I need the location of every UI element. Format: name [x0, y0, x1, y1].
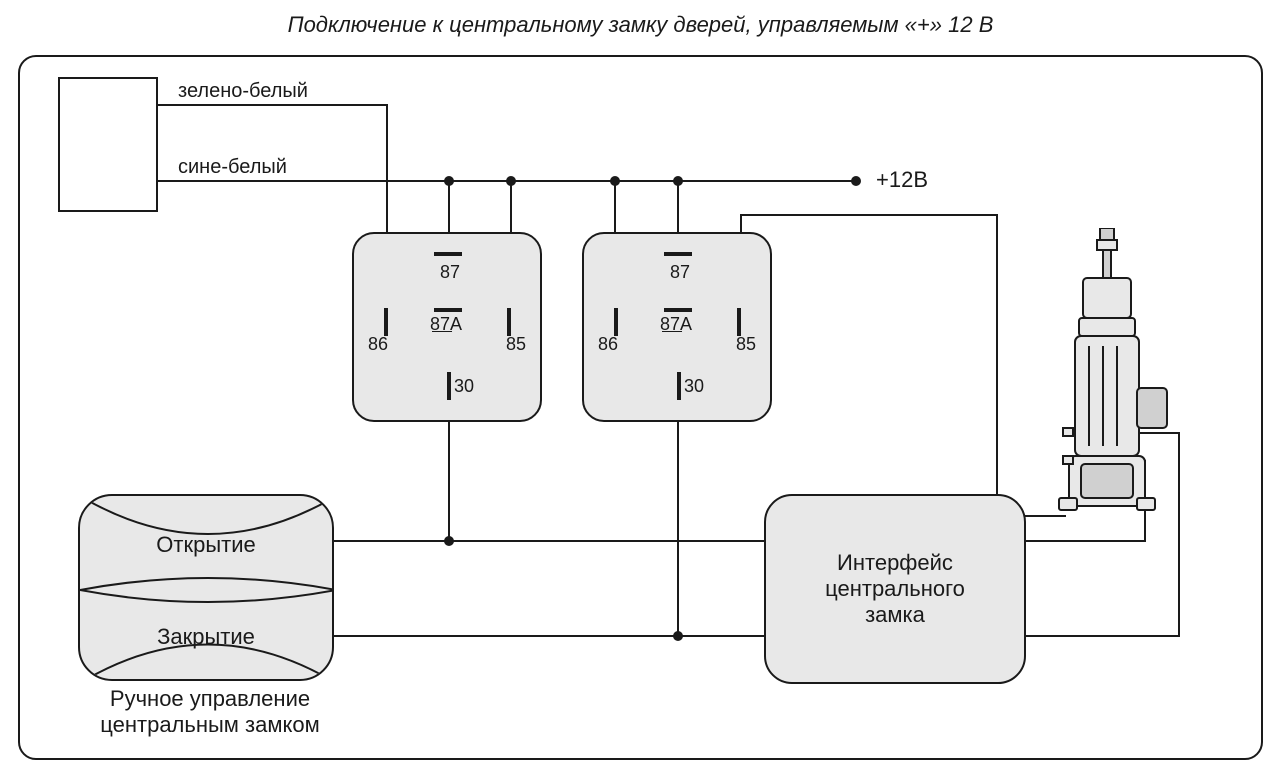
- relay-left: 87 86 87A 85 30: [352, 232, 542, 422]
- relay-left-pin87: 87: [440, 262, 460, 283]
- interface-l1: Интерфейс: [837, 550, 953, 575]
- wire-r2-85-v2: [996, 214, 998, 517]
- interface-l2: центрального: [825, 576, 965, 601]
- manual-arcs: [80, 496, 334, 681]
- wire-r2-30-v: [677, 404, 679, 637]
- manual-open-label: Открытие: [80, 532, 332, 558]
- relay-right-87a-bar: [662, 332, 682, 353]
- junction-close: [673, 631, 683, 641]
- wire-if-act-2h: [1026, 635, 1180, 637]
- wire-label-green-white: зелено-белый: [178, 80, 308, 103]
- control-module: [58, 77, 158, 212]
- wire-label-blue-white: сине-белый: [178, 156, 287, 179]
- relay-right-pin86: 86: [598, 334, 618, 355]
- manual-caption: Ручное управление центральным замком: [60, 686, 360, 738]
- relay-left-pin30: 30: [454, 376, 474, 397]
- junction-4: [673, 176, 683, 186]
- wire-close-h: [334, 635, 766, 637]
- relay-right-pin85: 85: [736, 334, 756, 355]
- wire-r1-30-v: [448, 404, 450, 542]
- wire-gw-h: [158, 104, 388, 106]
- lock-actuator: [1045, 228, 1180, 528]
- diagram-title: Подключение к центральному замку дверей,…: [0, 12, 1281, 38]
- interface-l3: замка: [865, 602, 925, 627]
- wire-if-act-1h: [1026, 540, 1146, 542]
- relay-right: 87 86 87A 85 30: [582, 232, 772, 422]
- junction-2: [506, 176, 516, 186]
- junction-open: [444, 536, 454, 546]
- power-label: +12В: [876, 167, 928, 193]
- relay-right-pin87: 87: [670, 262, 690, 283]
- relay-left-pin85: 85: [506, 334, 526, 355]
- manual-control-box: Открытие Закрытие: [78, 494, 334, 681]
- wire-open-h: [334, 540, 766, 542]
- wire-r2-85-h: [740, 214, 998, 216]
- relay-left-87a-bar: [432, 332, 452, 353]
- relay-left-pin86: 86: [368, 334, 388, 355]
- junction-3: [610, 176, 620, 186]
- manual-caption-l2: центральным замком: [100, 712, 319, 737]
- relay-right-pin30: 30: [684, 376, 704, 397]
- interface-box: Интерфейс центрального замка: [764, 494, 1026, 684]
- manual-caption-l1: Ручное управление: [110, 686, 310, 711]
- junction-1: [444, 176, 454, 186]
- manual-close-label: Закрытие: [80, 624, 332, 650]
